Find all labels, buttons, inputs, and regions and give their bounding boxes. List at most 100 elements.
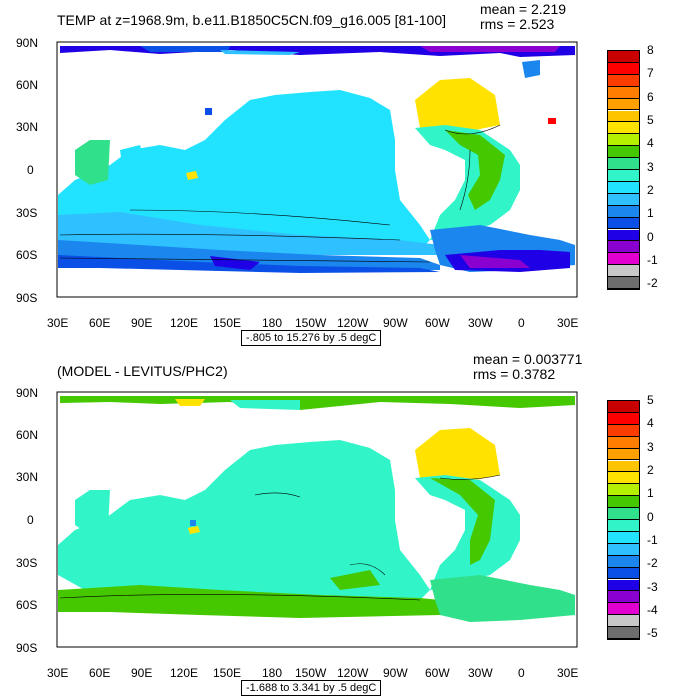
panel1-xtick-150e: 150E <box>213 316 242 330</box>
colorbar-segment <box>608 134 639 147</box>
colorbar-label: 3 <box>647 439 654 454</box>
panel2-xtick-60w: 60W <box>425 666 450 680</box>
panel1-xtick-60w: 60W <box>425 316 450 330</box>
panel1-map <box>56 41 578 298</box>
panel2-title: (MODEL - LEVITUS/PHC2) <box>57 363 228 379</box>
panel1-contour-note: -.805 to 15.276 by .5 degC <box>241 330 382 346</box>
colorbar-segment <box>608 567 639 580</box>
colorbar-segment <box>608 181 639 194</box>
panel1-xtick-180: 180 <box>262 316 283 330</box>
colorbar-label: 7 <box>647 66 654 81</box>
colorbar-label: -3 <box>647 579 658 594</box>
panel1-xtick-60e: 60E <box>89 316 111 330</box>
panel2-xtick-0: 0 <box>518 666 525 680</box>
colorbar-label: 5 <box>647 112 654 127</box>
colorbar-segment <box>608 229 639 242</box>
colorbar-segment <box>608 86 639 99</box>
panel2-ytick-60s: 60S <box>16 598 38 612</box>
colorbar-segment <box>608 122 639 135</box>
panel2-xtick-150e: 150E <box>213 666 242 680</box>
panel1-xtick-150w: 150W <box>295 316 327 330</box>
colorbar-label: 6 <box>647 89 654 104</box>
panel2-xtick-180: 180 <box>262 666 283 680</box>
colorbar-label: 4 <box>647 416 654 431</box>
panel2-rms: rms = 0.3782 <box>473 366 556 382</box>
colorbar-label: 1 <box>647 486 654 501</box>
colorbar-segment <box>608 603 639 616</box>
panel2-ytick-30s: 30S <box>16 556 38 570</box>
colorbar-segment <box>608 170 639 182</box>
panel2-ytick-60n: 60N <box>16 428 39 442</box>
colorbar-segment <box>608 146 639 159</box>
panel2-ytick-0: 0 <box>27 513 34 527</box>
colorbar-label: 0 <box>647 229 654 244</box>
colorbar-segment <box>608 401 639 413</box>
panel1-mean: mean = 2.219 <box>480 1 567 17</box>
panel1-ytick-30s: 30S <box>16 206 38 220</box>
colorbar-segment <box>608 217 639 230</box>
colorbar-segment <box>608 460 639 473</box>
panel1-colorbar <box>607 50 640 290</box>
panel1-xtick-90w: 90W <box>383 316 408 330</box>
colorbar-label: -2 <box>647 276 658 291</box>
colorbar-segment <box>608 51 639 63</box>
colorbar-label: -1 <box>647 252 658 267</box>
colorbar-segment <box>608 484 639 497</box>
colorbar-label: -2 <box>647 556 658 571</box>
panel2-ytick-90s: 90S <box>16 641 38 655</box>
panel2-contour-note: -1.688 to 3.341 by .5 degC <box>241 680 382 696</box>
colorbar-segment <box>608 74 639 87</box>
colorbar-segment <box>608 579 639 592</box>
panel2-xtick-90e: 90E <box>131 666 153 680</box>
colorbar-segment <box>608 98 639 111</box>
panel2-xtick-90w: 90W <box>383 666 408 680</box>
colorbar-segment <box>608 436 639 449</box>
colorbar-segment <box>608 241 639 254</box>
panel1-xtick-120e: 120E <box>170 316 199 330</box>
colorbar-label: -4 <box>647 602 658 617</box>
colorbar-segment <box>608 193 639 206</box>
panel1-xtick-30w: 30W <box>468 316 493 330</box>
colorbar-segment <box>608 424 639 437</box>
colorbar-segment <box>608 520 639 532</box>
colorbar-label: -5 <box>647 626 658 641</box>
panel1-ytick-60n: 60N <box>16 78 39 92</box>
colorbar-segment <box>608 472 639 485</box>
panel2-colorbar <box>607 400 640 640</box>
panel1-ytick-90s: 90S <box>16 291 38 305</box>
panel1-xtick-0: 0 <box>518 316 525 330</box>
panel1-xtick-30e: 30E <box>47 316 69 330</box>
colorbar-label: -1 <box>647 532 658 547</box>
colorbar-segment <box>608 615 639 628</box>
colorbar-label: 3 <box>647 159 654 174</box>
panel2-xtick-60e: 60E <box>89 666 111 680</box>
colorbar-label: 2 <box>647 462 654 477</box>
panel2-ytick-90n: 90N <box>16 386 39 400</box>
panel1-xtick-30e-end: 30E <box>557 316 579 330</box>
colorbar-label: 5 <box>647 393 654 407</box>
panel1-ytick-60s: 60S <box>16 248 38 262</box>
panel2-xtick-30e: 30E <box>47 666 69 680</box>
panel2-xtick-120e: 120E <box>170 666 199 680</box>
colorbar-segment <box>608 496 639 509</box>
panel2-map <box>56 391 578 648</box>
colorbar-label: 1 <box>647 206 654 221</box>
colorbar-segment <box>608 205 639 218</box>
colorbar-segment <box>608 277 639 289</box>
panel1-rms: rms = 2.523 <box>480 16 555 32</box>
panel2-xtick-120w: 120W <box>337 666 369 680</box>
colorbar-segment <box>608 265 639 278</box>
panel2-xtick-150w: 150W <box>295 666 327 680</box>
colorbar-segment <box>608 110 639 123</box>
panel2-ytick-30n: 30N <box>16 470 39 484</box>
colorbar-label: 8 <box>647 43 654 57</box>
colorbar-segment <box>608 62 639 75</box>
colorbar-segment <box>608 253 639 266</box>
colorbar-label: 2 <box>647 182 654 197</box>
colorbar-segment <box>608 627 639 639</box>
panel1-ytick-30n: 30N <box>16 120 39 134</box>
colorbar-segment <box>608 555 639 568</box>
colorbar-segment <box>608 591 639 604</box>
panel2-xtick-30e-end: 30E <box>557 666 579 680</box>
